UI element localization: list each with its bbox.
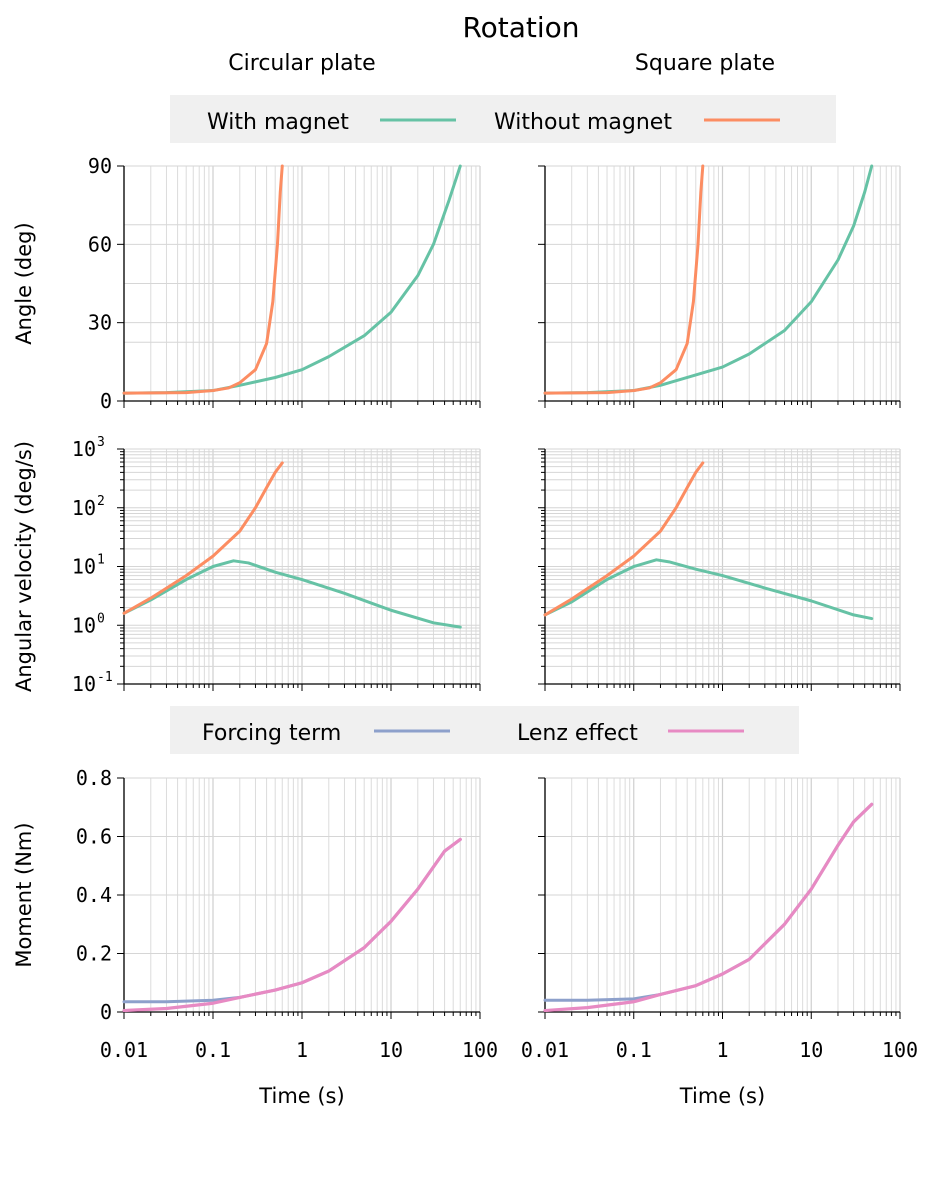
legend-label-without-magnet: Without magnet bbox=[494, 110, 672, 135]
y-tick-label: 30 bbox=[88, 311, 112, 335]
series-line-without-magnet bbox=[543, 164, 705, 395]
x-tick-label: 10 bbox=[379, 1038, 403, 1062]
chart-panel-angle-square bbox=[538, 164, 901, 408]
y-tick-label-exponent: -1 bbox=[97, 670, 113, 685]
x-tick-label: 0.1 bbox=[195, 1038, 231, 1062]
column-title-circular: Circular plate bbox=[228, 51, 375, 76]
x-tick-label: 100 bbox=[882, 1038, 918, 1062]
legend-bottom: Forcing term Lenz effect bbox=[170, 706, 799, 754]
y-tick-label: 10 bbox=[72, 496, 96, 520]
x-tick-label: 1 bbox=[296, 1038, 308, 1062]
y-tick-label-exponent: 1 bbox=[97, 553, 105, 568]
legend-top: With magnet Without magnet bbox=[170, 95, 836, 143]
y-axis-label: Angular velocity (deg/s) bbox=[12, 441, 36, 692]
x-axis-label: Time (s) bbox=[258, 1084, 344, 1108]
y-tick-label: 10 bbox=[72, 437, 96, 461]
y-tick-label: 10 bbox=[72, 613, 96, 637]
series-line-without-magnet bbox=[543, 461, 705, 617]
y-tick-label: 10 bbox=[72, 555, 96, 579]
series-line-with-magnet bbox=[543, 558, 874, 621]
y-tick-label: 10 bbox=[72, 672, 96, 696]
y-axis-label: Moment (Nm) bbox=[12, 822, 36, 967]
series-line-without-magnet bbox=[122, 461, 284, 615]
series-line-lenz-effect bbox=[122, 837, 462, 1013]
x-tick-label: 10 bbox=[799, 1038, 823, 1062]
y-tick-label-exponent: 0 bbox=[97, 611, 105, 626]
legend-label-forcing-term: Forcing term bbox=[202, 721, 341, 746]
chart-panel-velocity-square bbox=[538, 448, 901, 691]
series-line-with-magnet bbox=[122, 559, 462, 629]
chart-panel-moment-circular: 0 0.2 0.4 0.6 0.8 0.01 0.1 1 10 100 Moment (Nm) Tim… bbox=[12, 766, 498, 1108]
chart-panel-angle-circular: 0 30 60 90 Angle (deg) bbox=[12, 154, 481, 413]
y-tick-label: 0 bbox=[100, 389, 112, 413]
figure-title: Rotation bbox=[462, 11, 579, 44]
series-line-without-magnet bbox=[122, 164, 284, 395]
y-tick-label: 90 bbox=[88, 154, 112, 178]
y-tick-label: 0.6 bbox=[76, 825, 112, 849]
x-tick-label: 0.01 bbox=[100, 1038, 148, 1062]
x-axis-label: Time (s) bbox=[679, 1084, 765, 1108]
y-tick-label: 0 bbox=[100, 1000, 112, 1024]
y-axis-label: Angle (deg) bbox=[12, 222, 36, 344]
x-tick-label: 100 bbox=[462, 1038, 498, 1062]
y-tick-label: 60 bbox=[88, 232, 112, 256]
x-tick-label: 0.1 bbox=[616, 1038, 652, 1062]
legend-label-lenz-effect: Lenz effect bbox=[517, 721, 638, 746]
y-tick-label: 0.2 bbox=[76, 942, 112, 966]
series-line-lenz-effect bbox=[543, 802, 874, 1013]
chart-panel-moment-square: 0.01 0.1 1 10 100 Time (s) bbox=[521, 777, 918, 1108]
x-tick-label: 0.01 bbox=[521, 1038, 569, 1062]
y-tick-label: 0.4 bbox=[76, 883, 112, 907]
y-tick-label: 0.8 bbox=[76, 766, 112, 790]
column-title-square: Square plate bbox=[635, 51, 775, 76]
y-tick-label-exponent: 2 bbox=[97, 494, 105, 509]
x-tick-label: 1 bbox=[716, 1038, 728, 1062]
y-tick-label-exponent: 3 bbox=[97, 435, 105, 450]
legend-label-with-magnet: With magnet bbox=[207, 110, 349, 135]
